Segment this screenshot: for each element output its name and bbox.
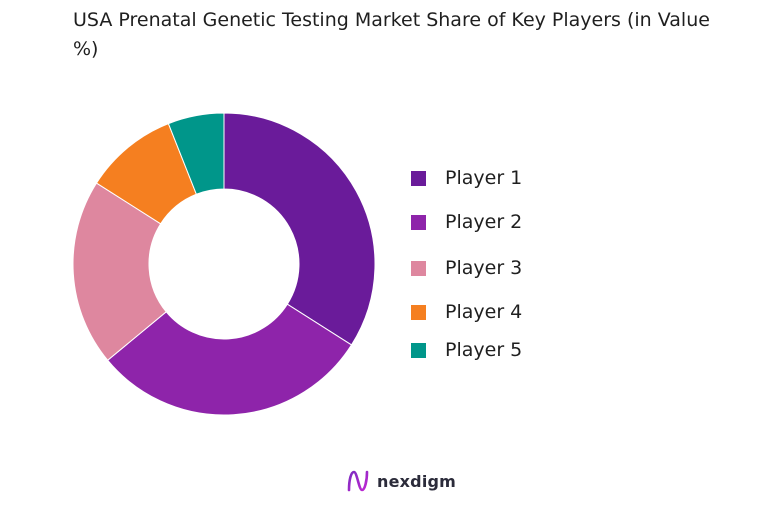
brand-name: nexdigm <box>377 471 457 491</box>
legend-label-player-4: Player 4 <box>445 301 523 323</box>
legend-swatch-player-3 <box>411 260 426 276</box>
legend-swatch-player-5 <box>411 342 426 358</box>
legend-swatch-player-4 <box>411 304 426 320</box>
brand-footer: nexdigm <box>345 468 456 494</box>
chart-title: USA Prenatal Genetic Testing Market Shar… <box>73 9 710 60</box>
donut-slice-player-5[interactable] <box>167 112 225 195</box>
legend-item-player-3[interactable]: Player 3 <box>411 256 522 280</box>
legend-label-player-1: Player 1 <box>445 167 523 189</box>
legend-swatch-player-1 <box>411 170 426 186</box>
legend-label-player-3: Player 3 <box>445 257 523 279</box>
legend-label-player-5: Player 5 <box>445 339 523 361</box>
donut-slice-player-3[interactable] <box>72 182 167 361</box>
legend-item-player-5[interactable]: Player 5 <box>411 338 522 362</box>
legend-item-player-2[interactable]: Player 2 <box>411 210 522 234</box>
donut-slice-player-2[interactable] <box>106 303 353 416</box>
donut-slice-player-1[interactable] <box>223 112 376 346</box>
nexdigm-logo-icon <box>347 470 369 492</box>
legend-label-player-2: Player 2 <box>445 211 523 233</box>
legend-swatch-player-2 <box>411 214 426 230</box>
legend-item-player-4[interactable]: Player 4 <box>411 300 522 324</box>
legend-item-player-1[interactable]: Player 1 <box>411 166 522 190</box>
chart-legend: Player 1 Player 2 Player 3 Player 4 Play… <box>411 166 522 382</box>
